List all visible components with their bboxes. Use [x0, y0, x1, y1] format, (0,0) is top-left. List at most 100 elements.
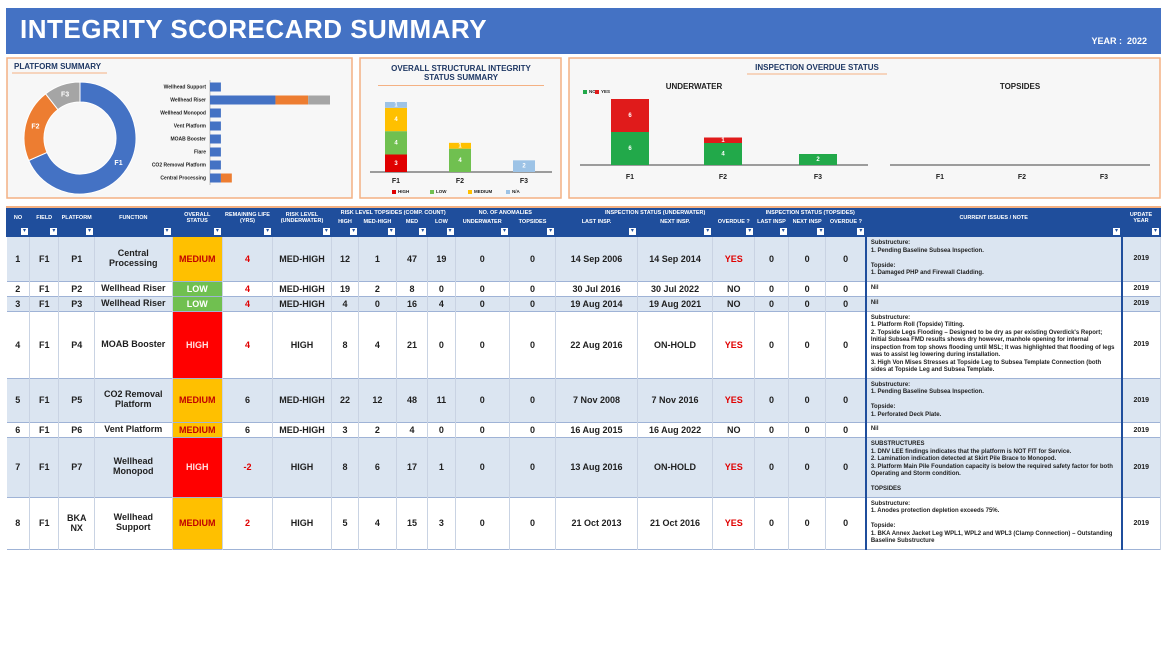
data-label: 6: [628, 146, 632, 152]
table-cell: SUBSTRUCTURES 1. DNV LEE findings indica…: [864, 437, 1123, 498]
column-header: RISK LEVEL (UNDERWATER): [272, 208, 332, 228]
filter-button[interactable]: ▾: [704, 228, 712, 236]
legend-label: YES: [601, 89, 610, 94]
filter-button[interactable]: ▾: [547, 228, 555, 236]
table-cell: 3: [331, 422, 360, 438]
table-cell: 2019: [1121, 378, 1161, 423]
filter-cell: ▾: [94, 226, 173, 238]
table-cell: 21 Oct 2013: [555, 497, 638, 550]
bar-segment: [799, 154, 837, 165]
legend-label: N/A: [512, 189, 521, 194]
table-cell: 30 Jul 2016: [555, 281, 638, 297]
filter-cell: ▾: [358, 226, 397, 238]
table-cell: 0: [455, 437, 510, 498]
filter-button[interactable]: ▾: [419, 228, 427, 236]
column-header: UNDERWATER: [454, 217, 510, 228]
x-tick-label: F3: [520, 178, 528, 185]
filter-button[interactable]: ▾: [86, 228, 94, 236]
column-header: MED: [395, 217, 429, 228]
filter-button[interactable]: ▾: [746, 228, 754, 236]
column-header: HIGH: [330, 217, 360, 228]
title-bar: INTEGRITY SCORECARD SUMMARY YEAR : 2022: [6, 8, 1161, 54]
table-cell: 7 Nov 2016: [637, 378, 714, 423]
group-header: NO. OF ANOMALIES: [454, 208, 557, 219]
legend-swatch: [468, 190, 472, 194]
table-row: 7 F1 P7 Wellhead Monopod HIGH -2 HIGH 8 6 17 1 0 0 13…: [6, 437, 1161, 498]
table-cell: YES: [712, 437, 756, 498]
data-label: 4: [394, 140, 398, 146]
table-cell: 0: [455, 422, 510, 438]
bar-segment: [385, 107, 407, 132]
table-cell: LOW: [172, 281, 223, 297]
table-cell: YES: [712, 378, 756, 423]
filter-button[interactable]: ▾: [817, 228, 825, 236]
table-cell: 5: [6, 378, 31, 423]
filter-button[interactable]: ▾: [50, 228, 58, 236]
table-cell: 0: [754, 296, 789, 312]
table-cell: Substructure: 1. Pending Baseline Subsea…: [864, 378, 1123, 423]
table-cell: 1: [6, 236, 31, 282]
data-label: 3: [394, 161, 398, 167]
filter-button[interactable]: ▾: [779, 228, 787, 236]
table-cell: 0: [455, 236, 510, 282]
pie-slice: [44, 81, 81, 111]
filter-button[interactable]: ▾: [387, 228, 395, 236]
filter-button[interactable]: ▾: [628, 228, 636, 236]
filter-cell: ▾: [636, 226, 714, 238]
table-cell: 4: [331, 296, 360, 312]
table-cell: F1: [29, 236, 60, 282]
table-cell: 5: [331, 497, 360, 550]
table-cell: 0: [788, 378, 827, 423]
table-cell: 0: [455, 311, 510, 379]
table-cell: YES: [712, 311, 756, 379]
column-header: LOW: [427, 217, 456, 228]
table-cell: 0: [509, 497, 557, 550]
filter-button[interactable]: ▾: [500, 228, 508, 236]
table-cell: MEDIUM: [172, 497, 223, 550]
data-label: 6: [628, 113, 632, 119]
data-table: NO FIELD PLATFORM FUNCTION OVERALL STATUS REM…: [6, 208, 1161, 550]
table-cell: Wellhead Support: [94, 497, 173, 550]
filter-button[interactable]: ▾: [350, 228, 358, 236]
table-cell: Central Processing: [94, 236, 173, 282]
table-cell: 6: [6, 422, 31, 438]
table-cell: 0: [427, 281, 456, 297]
table-cell: 0: [754, 497, 789, 550]
column-header: OVERALL STATUS: [171, 208, 223, 228]
bar-segment: [385, 154, 407, 172]
filter-button[interactable]: ▾: [857, 228, 865, 236]
filter-button[interactable]: ▾: [264, 228, 272, 236]
data-label: 2: [522, 164, 526, 170]
x-tick-label: F1: [626, 174, 634, 181]
table-cell: 0: [455, 378, 510, 423]
x-tick-label: F1: [936, 174, 944, 181]
table-cell: 17: [396, 437, 429, 498]
table-cell: 0: [754, 236, 789, 282]
chart-title: OVERALL STRUCTURAL INTEGRITY STATUS SUMM…: [391, 64, 531, 82]
table-cell: Nil: [864, 422, 1123, 438]
bar-segment: [210, 134, 221, 144]
table-cell: 19 Aug 2014: [555, 296, 638, 312]
filter-button[interactable]: ▾: [1113, 228, 1121, 236]
filter-button[interactable]: ▾: [322, 228, 330, 236]
table-cell: 0: [825, 281, 867, 297]
filter-button[interactable]: ▾: [446, 228, 454, 236]
filter-button[interactable]: ▾: [163, 228, 171, 236]
column-header: TOPSIDES: [508, 217, 557, 228]
table-cell: 8: [331, 437, 360, 498]
filter-button[interactable]: ▾: [1152, 228, 1159, 236]
table-cell: NO: [712, 296, 756, 312]
table-cell: ON-HOLD: [637, 311, 714, 379]
table-cell: F1: [29, 422, 60, 438]
table-cell: 0: [788, 422, 827, 438]
table-cell: 1: [427, 437, 456, 498]
table-cell: 0: [509, 296, 557, 312]
panel: [568, 57, 1161, 199]
filter-button[interactable]: ▾: [21, 228, 29, 236]
filter-cell: ▾: [787, 226, 827, 238]
table-cell: 0: [509, 236, 557, 282]
filter-button[interactable]: ▾: [213, 228, 221, 236]
table-cell: MEDIUM: [172, 422, 223, 438]
table-cell: 0: [427, 311, 456, 379]
